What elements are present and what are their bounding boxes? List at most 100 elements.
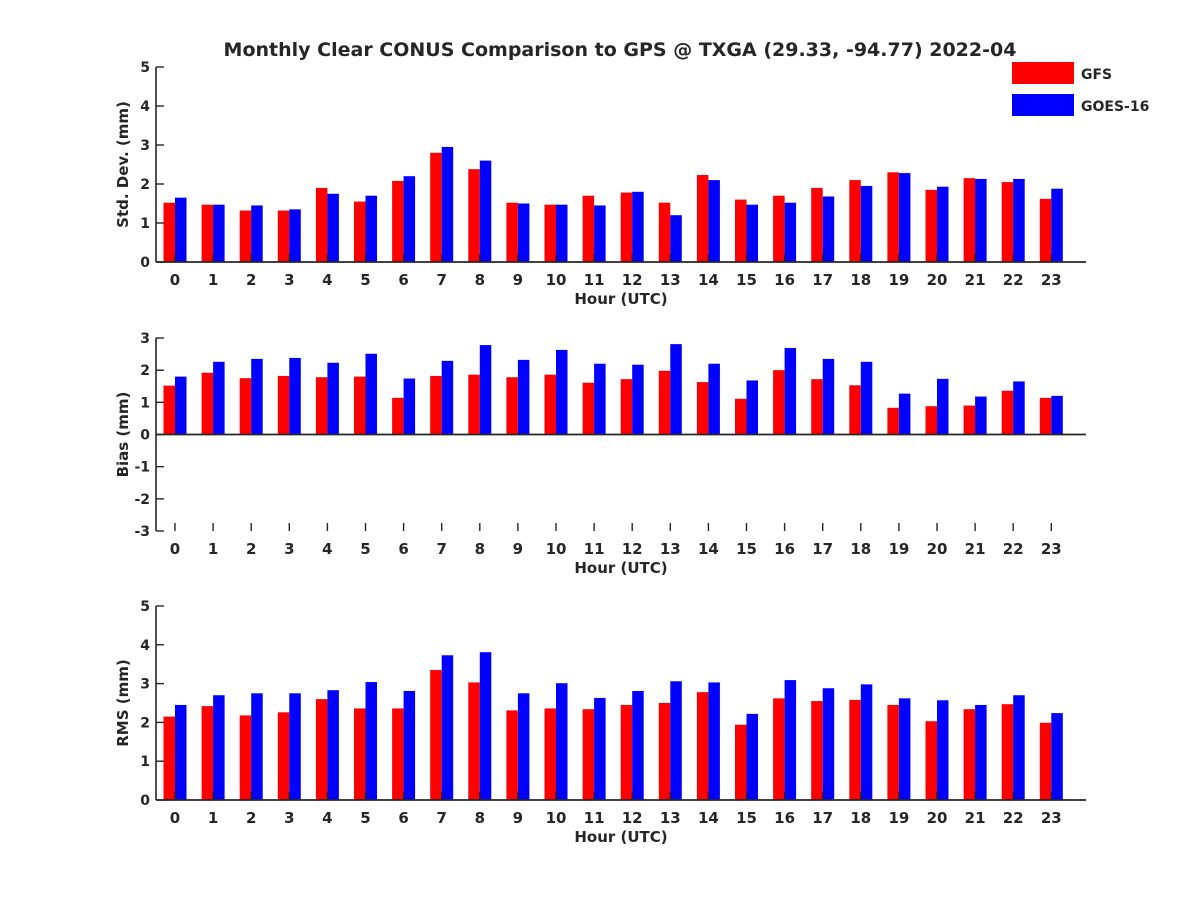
rms-bar-goes16-15	[746, 713, 758, 800]
std-dev-bar-gfs-2	[239, 210, 252, 262]
legend: GFS GOES-16	[1012, 62, 1149, 116]
bias-ytick-label: -2	[134, 492, 150, 508]
std-dev-xlabel: Hour (UTC)	[574, 290, 667, 308]
bias-bar-goes16-4	[327, 362, 339, 435]
std-dev-xtick-label: 8	[475, 271, 485, 289]
bias-xtick-label: 13	[660, 540, 681, 558]
bias-bar-gfs-4	[315, 377, 328, 435]
bias-bar-gfs-16	[773, 370, 785, 435]
rms-bar-gfs-9	[506, 710, 518, 800]
bias-xtick-label: 23	[1041, 540, 1062, 558]
rms-bar-gfs-0	[163, 716, 175, 800]
rms-bar-goes16-13	[670, 681, 682, 800]
rms-bar-goes16-16	[784, 680, 797, 800]
rms-bar-gfs-16	[773, 698, 785, 800]
rms-bar-gfs-13	[658, 703, 671, 800]
std-dev-bar-gfs-14	[696, 175, 709, 262]
rms-bar-goes16-7	[441, 655, 454, 800]
rms-xtick-label: 23	[1041, 809, 1062, 827]
rms-bar-gfs-6	[392, 708, 404, 800]
std-dev-xtick-label: 2	[246, 271, 256, 289]
rms-xtick-label: 1	[208, 809, 218, 827]
bias-xtick-label: 21	[965, 540, 986, 558]
bias-bar-goes16-9	[517, 359, 530, 435]
rms-bar-goes16-20	[937, 700, 949, 800]
rms-xtick-label: 5	[360, 809, 370, 827]
std-dev-bar-goes16-0	[175, 197, 187, 262]
std-dev-bar-gfs-18	[849, 180, 861, 262]
std-dev-bar-goes16-9	[517, 203, 530, 262]
rms-xtick-label: 7	[436, 809, 446, 827]
std-dev-bar-goes16-10	[556, 204, 568, 262]
std-dev-bar-gfs-23	[1039, 198, 1052, 262]
rms-ytick-label: 5	[140, 599, 150, 615]
std-dev-ytick-label: 5	[140, 60, 150, 76]
bias-bar-goes16-23	[1051, 395, 1063, 435]
std-dev-bar-gfs-10	[544, 204, 556, 262]
rms-ytick-label: 2	[140, 715, 150, 731]
rms-bar-goes16-14	[708, 682, 720, 800]
std-dev-bar-gfs-16	[773, 195, 785, 262]
std-dev-ytick-label: 3	[140, 138, 150, 154]
bias-bar-gfs-23	[1039, 397, 1052, 435]
bias-xtick-label: 6	[398, 540, 408, 558]
std-dev-xtick-label: 11	[584, 271, 605, 289]
rms-xtick-label: 4	[322, 809, 332, 827]
rms-xtick-label: 22	[1003, 809, 1024, 827]
std-dev-bar-goes16-7	[441, 146, 454, 262]
rms-bar-goes16-12	[632, 690, 644, 800]
std-dev-xtick-label: 3	[284, 271, 294, 289]
bias-bar-goes16-19	[898, 393, 911, 435]
rms-xtick-label: 9	[513, 809, 523, 827]
bias-xtick-label: 22	[1003, 540, 1024, 558]
std-dev-bar-goes16-8	[479, 160, 492, 262]
bias-bar-gfs-5	[354, 376, 366, 435]
std-dev-ytick-label: 2	[140, 177, 150, 193]
legend-swatch-gfs	[1012, 62, 1074, 84]
std-dev-bar-gfs-8	[468, 169, 480, 262]
rms-bar-goes16-19	[898, 698, 911, 800]
bias-bar-goes16-3	[289, 357, 301, 435]
std-dev-bar-goes16-11	[594, 205, 606, 262]
bias-xtick-label: 9	[513, 540, 523, 558]
legend-label-gfs: GFS	[1081, 67, 1112, 83]
std-dev-bar-goes16-2	[251, 205, 263, 262]
bias-xtick-label: 12	[622, 540, 643, 558]
rms-bar-gfs-12	[620, 704, 633, 800]
rms-xtick-label: 21	[965, 809, 986, 827]
bias-xtick-label: 0	[170, 540, 180, 558]
bias-bar-goes16-8	[479, 345, 492, 435]
bias-bar-goes16-20	[937, 378, 949, 435]
bias-bar-gfs-6	[392, 397, 404, 435]
rms-bar-gfs-19	[887, 704, 899, 800]
std-dev-bar-goes16-23	[1051, 188, 1063, 262]
bias-bar-gfs-7	[430, 375, 442, 435]
rms-xlabel: Hour (UTC)	[574, 828, 667, 846]
std-dev-xtick-label: 9	[513, 271, 523, 289]
rms-ylabel: RMS (mm)	[114, 659, 132, 746]
std-dev-bar-goes16-19	[898, 173, 911, 262]
std-dev-xtick-label: 13	[660, 271, 681, 289]
bias-xtick-label: 19	[888, 540, 909, 558]
bias-xtick-label: 10	[546, 540, 567, 558]
rms-bar-gfs-3	[277, 712, 290, 800]
rms-xtick-label: 6	[398, 809, 408, 827]
bias-bar-gfs-12	[620, 379, 633, 435]
std-dev-xtick-label: 14	[698, 271, 719, 289]
std-dev-xtick-label: 1	[208, 271, 218, 289]
rms-bar-gfs-14	[696, 692, 709, 800]
rms-xtick-label: 12	[622, 809, 643, 827]
std-dev-bar-goes16-4	[327, 193, 339, 262]
std-dev-bar-goes16-17	[822, 196, 835, 262]
bias-bar-goes16-11	[594, 363, 606, 435]
rms-bar-goes16-9	[517, 693, 530, 800]
rms-bar-goes16-5	[365, 682, 377, 800]
rms-bar-goes16-11	[594, 697, 606, 800]
std-dev-bar-gfs-6	[392, 180, 404, 262]
rms-bar-gfs-23	[1039, 722, 1052, 800]
legend-label-goes16: GOES-16	[1081, 99, 1149, 115]
bias-bar-goes16-7	[441, 360, 454, 435]
std-dev-bar-goes16-5	[365, 195, 377, 262]
